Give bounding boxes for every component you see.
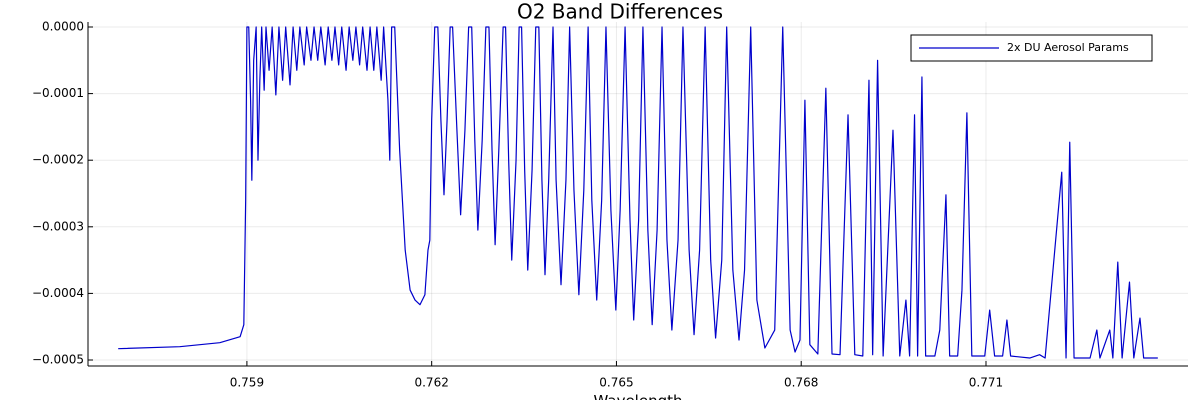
y-tick-label: −0.0005 (32, 353, 84, 367)
x-tick-label: 0.771 (969, 376, 1003, 390)
y-tick-label: 0.0000 (42, 19, 84, 33)
y-tick-label: −0.0001 (32, 86, 84, 100)
data-line (118, 26, 1158, 359)
y-tick-label: −0.0002 (32, 153, 84, 167)
x-tick-label: 0.768 (784, 376, 818, 390)
x-tick-label: 0.765 (599, 376, 633, 390)
y-tick-label: −0.0003 (32, 219, 84, 233)
chart-title: O2 Band Differences (517, 0, 723, 24)
x-axis-label: Wavelength (594, 392, 683, 400)
legend: 2x DU Aerosol Params (910, 34, 1153, 62)
x-tick-label: 0.762 (414, 376, 448, 390)
y-tick-label: −0.0004 (32, 286, 84, 300)
x-tick-label: 0.759 (230, 376, 264, 390)
legend-label: 2x DU Aerosol Params (1007, 41, 1129, 54)
